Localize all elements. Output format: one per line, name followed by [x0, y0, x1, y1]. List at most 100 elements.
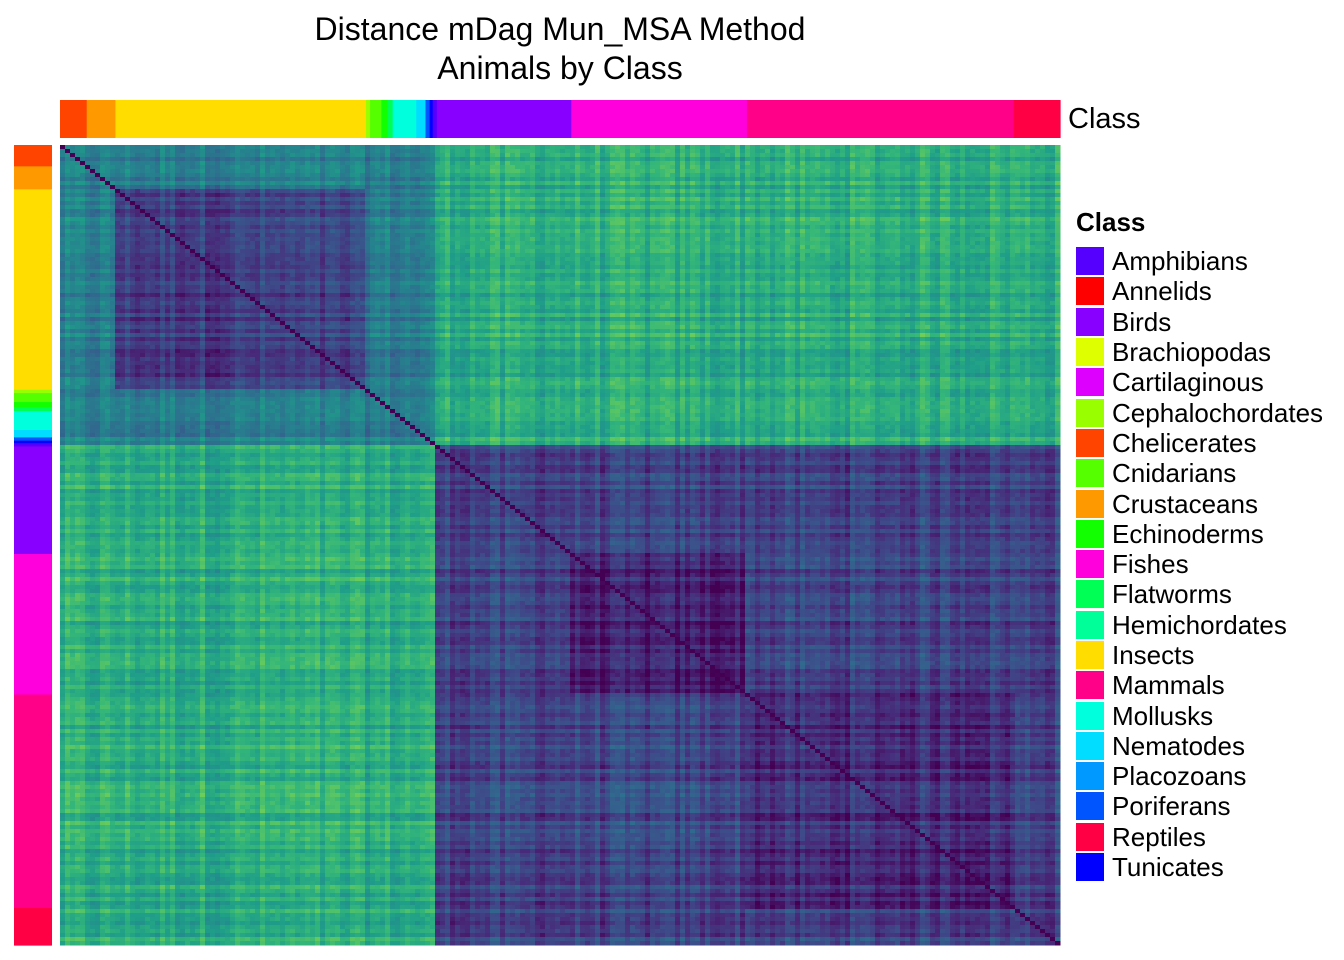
heatmap-cell — [360, 157, 366, 162]
heatmap-cell — [75, 201, 81, 206]
heatmap-cell — [435, 173, 441, 178]
heatmap-cell — [585, 181, 591, 186]
heatmap-cell — [95, 189, 101, 194]
heatmap-cell — [395, 177, 401, 182]
heatmap-cell — [650, 181, 656, 186]
heatmap-cell — [610, 185, 616, 190]
heatmap-cell — [505, 149, 511, 154]
heatmap-cell — [490, 193, 496, 198]
heatmap-cell — [1010, 169, 1016, 174]
heatmap-cell — [705, 181, 711, 186]
heatmap-cell — [235, 185, 241, 190]
heatmap-cell — [425, 153, 431, 158]
heatmap-cell — [1025, 177, 1031, 182]
heatmap-cell — [1055, 157, 1061, 162]
heatmap-cell — [405, 185, 411, 190]
heatmap-cell — [310, 161, 316, 166]
heatmap-cell — [785, 193, 791, 198]
heatmap-cell — [845, 185, 851, 190]
heatmap-cell — [505, 161, 511, 166]
heatmap-cell — [265, 153, 271, 158]
heatmap-cell — [390, 153, 396, 158]
heatmap-cell — [265, 181, 271, 186]
heatmap-cell — [450, 181, 456, 186]
heatmap-cell — [950, 177, 956, 182]
heatmap-cell — [610, 193, 616, 198]
heatmap-cell — [645, 173, 651, 178]
heatmap-cell — [735, 169, 741, 174]
heatmap-cell — [825, 165, 831, 170]
heatmap-cell — [135, 145, 141, 150]
heatmap-cell — [1005, 145, 1011, 150]
heatmap-cell — [950, 149, 956, 154]
heatmap-cell — [775, 161, 781, 166]
heatmap-cell — [940, 145, 946, 150]
heatmap-cell — [115, 145, 121, 150]
heatmap-cell — [965, 145, 971, 150]
heatmap-cell — [445, 185, 451, 190]
heatmap-cell — [510, 169, 516, 174]
heatmap-cell — [595, 145, 601, 150]
heatmap-cell — [965, 193, 971, 198]
heatmap-cell — [560, 153, 566, 158]
heatmap-cell — [525, 153, 531, 158]
heatmap-cell — [730, 181, 736, 186]
heatmap-cell — [560, 149, 566, 154]
heatmap-cell — [885, 161, 891, 166]
heatmap-cell — [155, 149, 161, 154]
heatmap-cell — [775, 193, 781, 198]
heatmap-cell — [755, 169, 761, 174]
heatmap-cell — [160, 153, 166, 158]
heatmap-cell — [740, 157, 746, 162]
heatmap-cell — [895, 157, 901, 162]
heatmap-cell — [170, 197, 176, 202]
heatmap-cell — [320, 193, 326, 198]
heatmap-cell — [895, 197, 901, 202]
heatmap-cell — [425, 189, 431, 194]
heatmap-cell — [835, 197, 841, 202]
heatmap-cell — [995, 193, 1001, 198]
heatmap-cell — [980, 149, 986, 154]
heatmap-cell — [340, 177, 346, 182]
heatmap-cell — [480, 157, 486, 162]
heatmap-cell — [985, 189, 991, 194]
heatmap-cell — [670, 181, 676, 186]
heatmap-cell — [330, 181, 336, 186]
heatmap-cell — [395, 161, 401, 166]
heatmap-cell — [965, 161, 971, 166]
heatmap-cell — [960, 189, 966, 194]
heatmap-cell — [940, 157, 946, 162]
heatmap-cell — [565, 153, 571, 158]
heatmap-cell — [250, 169, 256, 174]
heatmap-cell — [690, 197, 696, 202]
heatmap-cell — [640, 189, 646, 194]
heatmap-cell — [325, 189, 331, 194]
heatmap-cell — [120, 173, 126, 178]
heatmap-cell — [915, 149, 921, 154]
heatmap-cell — [75, 165, 81, 170]
heatmap-cell — [955, 161, 961, 166]
heatmap-cell — [765, 149, 771, 154]
heatmap-cell — [380, 197, 386, 202]
heatmap-cell — [720, 153, 726, 158]
heatmap-cell — [70, 153, 76, 158]
heatmap-cell — [285, 185, 291, 190]
heatmap-cell — [320, 185, 326, 190]
heatmap-cell — [665, 145, 671, 150]
heatmap-cell — [1050, 149, 1056, 154]
heatmap-cell — [945, 185, 951, 190]
heatmap-cell — [340, 173, 346, 178]
heatmap-cell — [620, 173, 626, 178]
heatmap-cell — [780, 153, 786, 158]
heatmap-cell — [340, 201, 346, 206]
heatmap-cell — [470, 197, 476, 202]
heatmap-cell — [790, 189, 796, 194]
heatmap-cell — [260, 185, 266, 190]
heatmap-cell — [75, 149, 81, 154]
heatmap-cell — [195, 201, 201, 206]
heatmap-cell — [600, 153, 606, 158]
heatmap-cell — [870, 157, 876, 162]
heatmap-cell — [615, 177, 621, 182]
heatmap-cell — [835, 189, 841, 194]
heatmap-cell — [155, 173, 161, 178]
